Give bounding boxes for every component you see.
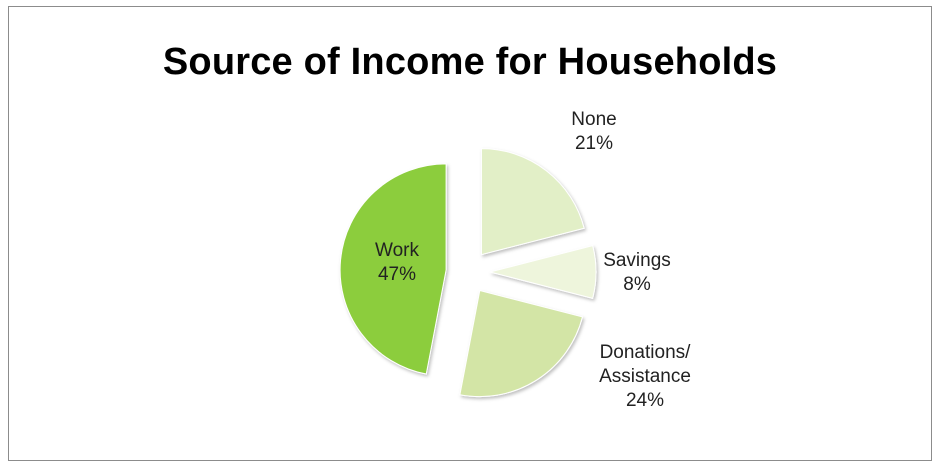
pie-label-work: Work 47% [375, 240, 419, 285]
pie-label-savings: Savings 8% [603, 250, 671, 295]
pie-label-none: None 21% [571, 109, 616, 154]
chart-title: Source of Income for Households [162, 41, 778, 83]
pie-label-donations-assistance: Donations/Assistance 24% [599, 342, 691, 411]
pie-slice-work [339, 163, 447, 375]
pie-slice-none [480, 148, 585, 256]
pie-slice-donations-assistance [459, 289, 584, 398]
pie-slice-savings [489, 245, 597, 299]
